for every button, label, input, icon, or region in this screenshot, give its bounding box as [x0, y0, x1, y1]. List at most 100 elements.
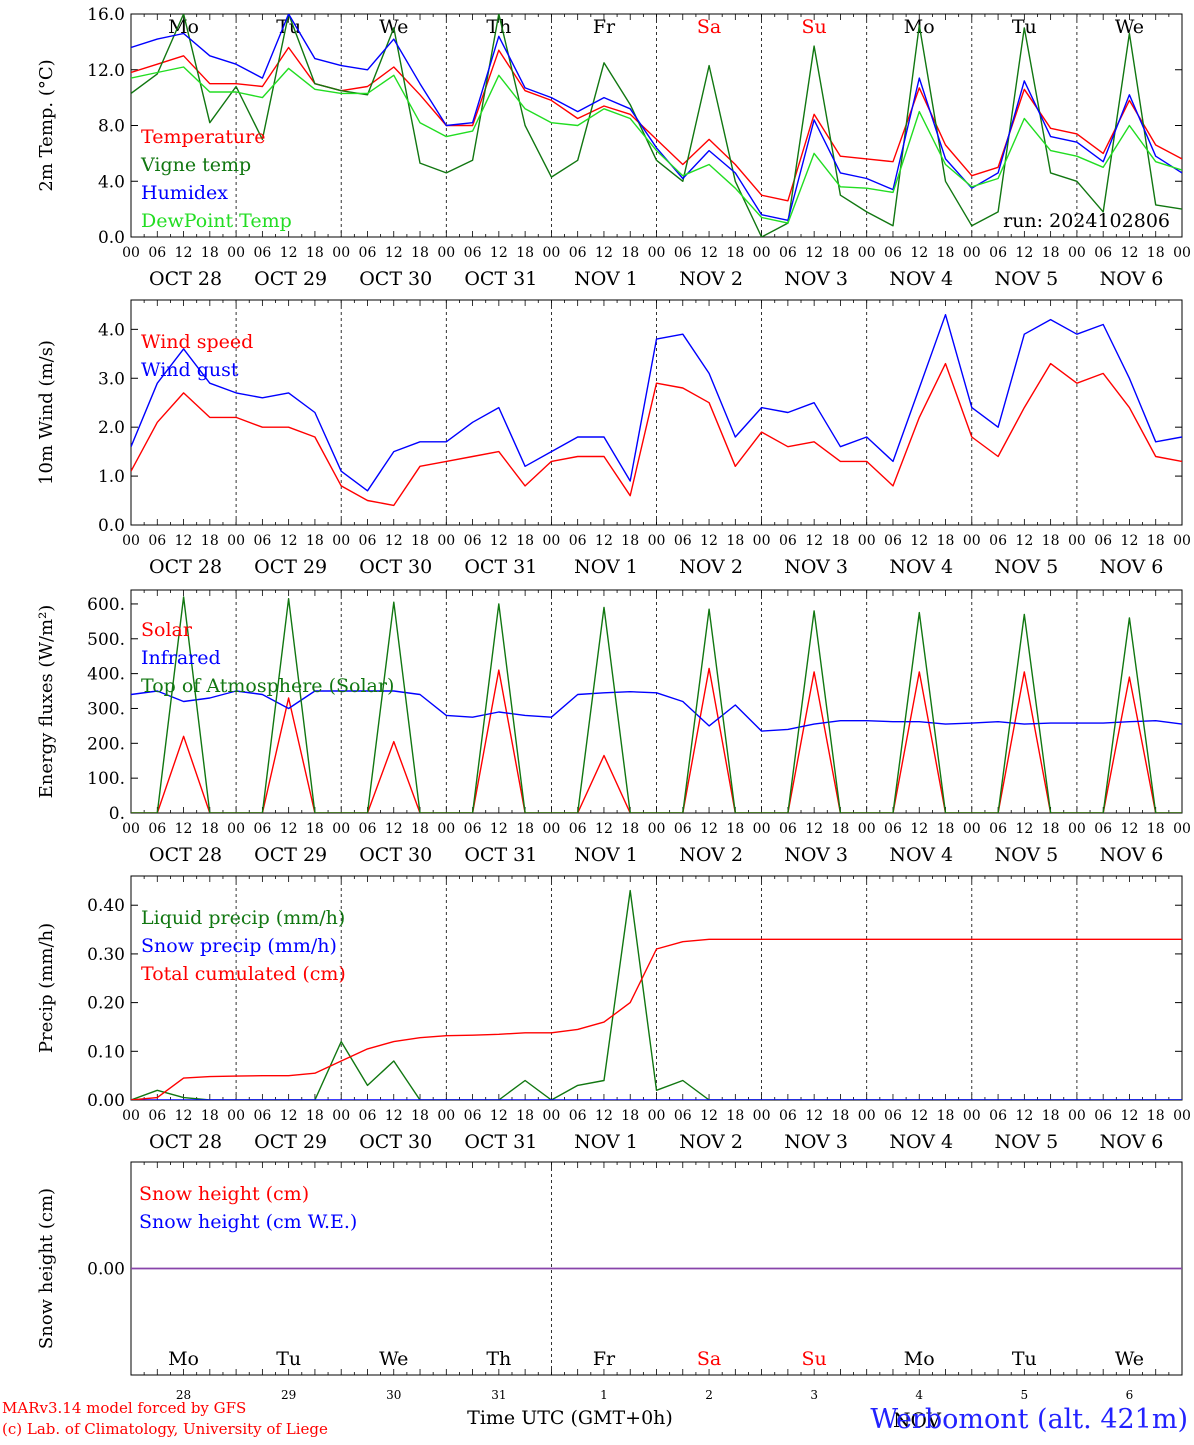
x-hour-label: 18	[201, 245, 219, 261]
x-date-label: OCT 30	[359, 556, 432, 578]
x-hour-label: 06	[1094, 1108, 1112, 1124]
x-hour-label: 06	[989, 821, 1007, 837]
y-axis-label: 10m Wind (m/s)	[36, 340, 57, 485]
x-hour-label: 18	[306, 1108, 324, 1124]
x-hour-label: 12	[910, 533, 928, 549]
weekday-label: Mo	[168, 1348, 199, 1370]
weekday-label: Su	[802, 1348, 827, 1370]
x-date-label: NOV 3	[784, 1131, 848, 1153]
x-date-label: NOV 6	[1100, 844, 1164, 866]
weekday-label: Mo	[904, 1348, 935, 1370]
x-hour-label: 18	[1042, 245, 1060, 261]
weekday-label: We	[1115, 1348, 1144, 1370]
x-date-label: NOV 5	[994, 556, 1058, 578]
x-hour-label: 00	[227, 533, 245, 549]
x-hour-label: 18	[726, 533, 744, 549]
x-hour-label: 00	[648, 245, 666, 261]
day-number-label: 5	[1021, 1388, 1029, 1402]
x-hour-label: 00	[542, 533, 560, 549]
series-line-lightgreen	[131, 66, 1182, 224]
weekday-label: Sa	[697, 16, 721, 38]
x-hour-label: 12	[700, 245, 718, 261]
x-hour-label: 00	[1068, 821, 1086, 837]
x-hour-label: 12	[175, 245, 193, 261]
y-tick-label: 500.	[87, 630, 125, 650]
x-hour-label: 18	[1042, 821, 1060, 837]
x-hour-label: 12	[490, 1108, 508, 1124]
x-hour-label: 06	[674, 533, 692, 549]
x-hour-label: 00	[963, 245, 981, 261]
x-hour-label: 06	[884, 533, 902, 549]
x-hour-label: 12	[490, 245, 508, 261]
x-hour-label: 00	[332, 533, 350, 549]
x-hour-label: 00	[1173, 533, 1191, 549]
x-date-label: OCT 29	[254, 1131, 327, 1153]
x-hour-label: 00	[753, 1108, 771, 1124]
x-date-label: NOV 6	[1100, 268, 1164, 290]
x-hour-label: 18	[411, 245, 429, 261]
x-hour-label: 00	[648, 533, 666, 549]
x-date-label: NOV 5	[994, 844, 1058, 866]
y-tick-label: 1.0	[98, 467, 125, 487]
x-hour-label: 18	[411, 533, 429, 549]
weekday-label: We	[379, 16, 408, 38]
x-hour-label: 00	[963, 533, 981, 549]
x-hour-label: 18	[832, 245, 850, 261]
station-label: Werbomont (alt. 421m)	[870, 1404, 1188, 1435]
x-hour-label: 18	[1147, 1108, 1165, 1124]
x-hour-label: 18	[1147, 245, 1165, 261]
x-hour-label: 12	[700, 533, 718, 549]
series-group	[131, 14, 1182, 237]
x-hour-label: 06	[359, 533, 377, 549]
x-hour-label: 12	[1121, 1108, 1139, 1124]
x-date-label: OCT 28	[149, 268, 222, 290]
x-hour-label: 00	[542, 821, 560, 837]
legend-entry: DewPoint Temp	[141, 210, 292, 232]
panel-1: 0.0 4.0 8.0 12.0 16.0 2m Temp. (°C) 00 06 12 18 00…	[36, 5, 1191, 290]
panel-5: 0.00 Snow height (cm) Snow height (cm) Snow…	[36, 1161, 1183, 1432]
weekday-label: Sa	[697, 1348, 721, 1370]
x-hour-label: 12	[280, 533, 298, 549]
x-hour-label: 00	[332, 245, 350, 261]
x-hour-label: 18	[726, 1108, 744, 1124]
x-hour-label: 06	[674, 1108, 692, 1124]
x-hour-label: 00	[858, 533, 876, 549]
x-hour-label: 12	[1015, 533, 1033, 549]
legend-entry: Snow height (cm W.E.)	[139, 1211, 357, 1233]
x-hour-label: 06	[779, 1108, 797, 1124]
x-hour-label: 06	[779, 821, 797, 837]
day-number-label: 3	[810, 1388, 818, 1402]
x-date-label: NOV 4	[889, 1131, 953, 1153]
x-date-label: OCT 29	[254, 268, 327, 290]
x-hour-label: 12	[805, 821, 823, 837]
x-hour-label: 06	[884, 245, 902, 261]
x-hour-label: 12	[595, 245, 613, 261]
legend-entry: Snow height (cm)	[139, 1183, 309, 1205]
x-hour-label: 18	[411, 1108, 429, 1124]
legend-entry: Wind speed	[141, 331, 253, 353]
credit-line-2: (c) Lab. of Climatology, University of L…	[2, 1420, 328, 1438]
weekday-label: Fr	[593, 1348, 616, 1370]
x-hour-label: 06	[674, 821, 692, 837]
day-number-label: 1	[600, 1388, 608, 1402]
series-line-green	[131, 889, 1182, 1100]
x-hour-label: 00	[437, 1108, 455, 1124]
weekday-label: Tu	[1012, 16, 1037, 38]
panel-2: 0.0 1.0 2.0 3.0 4.0 10m Wind (m/s) 00 06 12 18 00 0…	[36, 299, 1191, 578]
x-hour-label: 00	[332, 821, 350, 837]
weekday-label: We	[379, 1348, 408, 1370]
y-tick-label: 0.00	[87, 1260, 125, 1280]
x-date-label: OCT 28	[149, 1131, 222, 1153]
weekday-label: Tu	[1012, 1348, 1037, 1370]
x-hour-label: 06	[569, 533, 587, 549]
x-date-label: NOV 3	[784, 844, 848, 866]
x-date-label: NOV 4	[889, 556, 953, 578]
x-hour-label: 06	[148, 821, 166, 837]
x-hour-label: 12	[595, 821, 613, 837]
x-hour-label: 18	[306, 821, 324, 837]
legend-entry: Wind gust	[141, 359, 239, 381]
x-hour-label: 18	[411, 821, 429, 837]
weekday-label: Su	[802, 16, 827, 38]
x-hour-label: 06	[464, 533, 482, 549]
x-hour-label: 06	[253, 1108, 271, 1124]
